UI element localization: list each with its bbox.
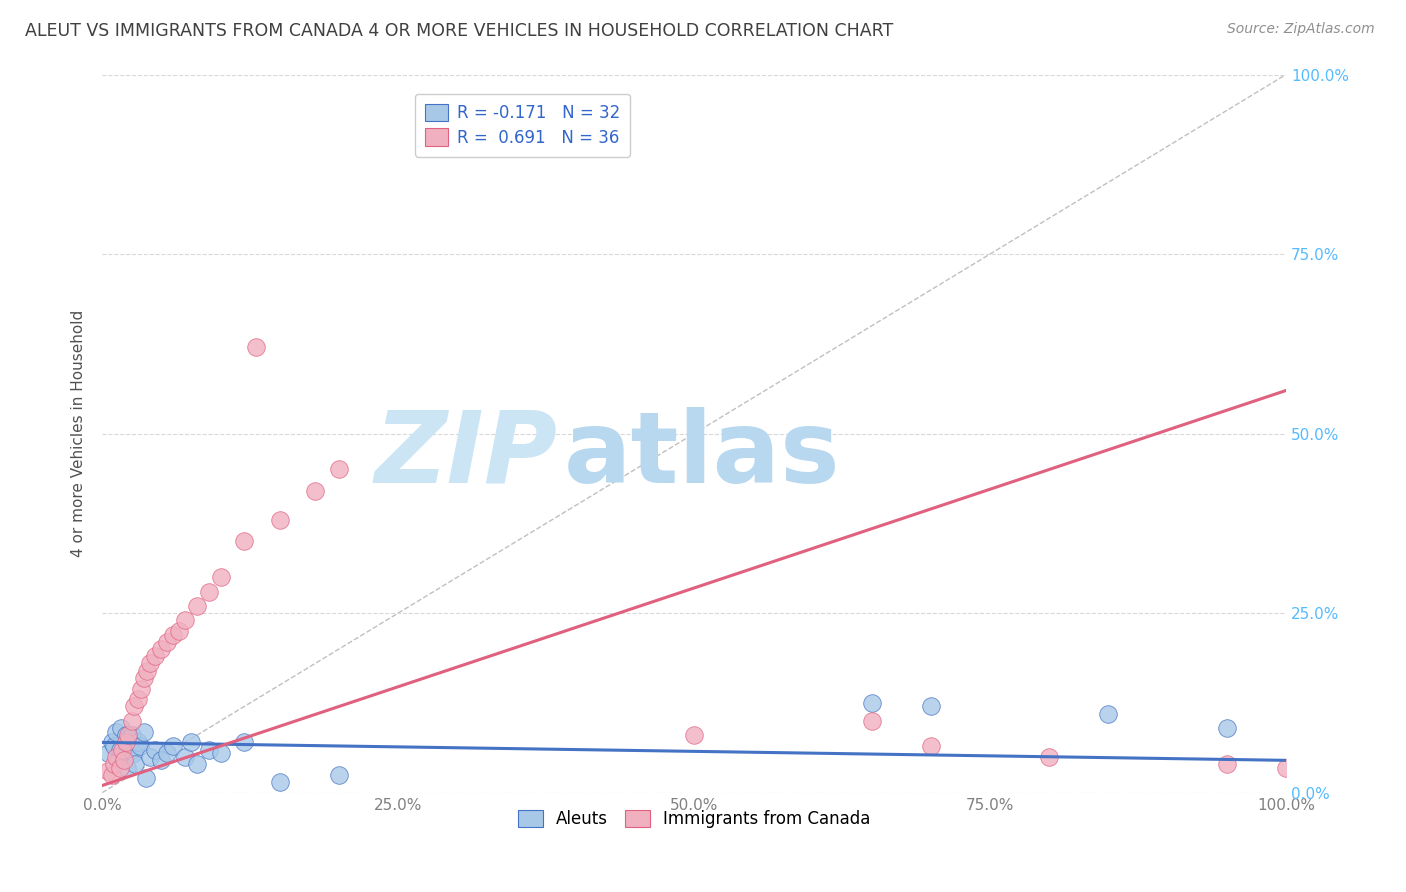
Point <box>111 742 134 756</box>
Point <box>209 746 232 760</box>
Point <box>127 692 149 706</box>
Point <box>132 671 155 685</box>
Point <box>121 728 143 742</box>
Point <box>860 714 883 728</box>
Point <box>209 570 232 584</box>
Point <box>108 742 131 756</box>
Point <box>127 735 149 749</box>
Point <box>186 599 208 613</box>
Point <box>124 756 146 771</box>
Point <box>138 749 160 764</box>
Point <box>145 649 167 664</box>
Point <box>150 753 173 767</box>
Text: atlas: atlas <box>564 407 841 504</box>
Point <box>136 664 159 678</box>
Point <box>920 739 942 753</box>
Point <box>328 462 350 476</box>
Point <box>162 739 184 753</box>
Point <box>132 724 155 739</box>
Point <box>1275 760 1298 774</box>
Point <box>304 483 326 498</box>
Point <box>129 681 152 696</box>
Legend: Aleuts, Immigrants from Canada: Aleuts, Immigrants from Canada <box>510 803 877 835</box>
Point <box>97 746 120 760</box>
Point <box>1216 756 1239 771</box>
Point <box>112 749 135 764</box>
Point <box>110 721 132 735</box>
Point <box>129 739 152 753</box>
Point <box>122 746 145 760</box>
Point <box>120 742 142 756</box>
Point <box>162 628 184 642</box>
Text: ALEUT VS IMMIGRANTS FROM CANADA 4 OR MORE VEHICLES IN HOUSEHOLD CORRELATION CHAR: ALEUT VS IMMIGRANTS FROM CANADA 4 OR MOR… <box>25 22 894 40</box>
Y-axis label: 4 or more Vehicles in Household: 4 or more Vehicles in Household <box>72 310 86 558</box>
Point <box>107 753 129 767</box>
Point <box>167 624 190 638</box>
Point <box>197 584 219 599</box>
Point <box>1216 721 1239 735</box>
Point <box>156 746 179 760</box>
Point <box>103 739 125 753</box>
Point <box>115 728 138 742</box>
Point <box>1097 706 1119 721</box>
Point <box>860 696 883 710</box>
Point <box>105 724 128 739</box>
Point <box>121 714 143 728</box>
Point <box>145 742 167 756</box>
Point <box>174 613 197 627</box>
Point <box>150 642 173 657</box>
Point <box>233 735 256 749</box>
Point <box>100 767 122 781</box>
Point <box>138 657 160 671</box>
Point <box>97 764 120 778</box>
Point <box>115 735 138 749</box>
Point <box>103 756 125 771</box>
Point <box>233 534 256 549</box>
Point <box>135 772 157 786</box>
Point <box>105 749 128 764</box>
Point <box>186 756 208 771</box>
Point <box>117 731 139 746</box>
Text: ZIP: ZIP <box>375 407 558 504</box>
Point <box>683 728 706 742</box>
Point <box>115 760 138 774</box>
Point <box>197 742 219 756</box>
Point <box>920 699 942 714</box>
Point <box>100 735 122 749</box>
Point <box>174 749 197 764</box>
Text: Source: ZipAtlas.com: Source: ZipAtlas.com <box>1227 22 1375 37</box>
Point <box>269 775 291 789</box>
Point <box>1038 749 1060 764</box>
Point <box>328 767 350 781</box>
Point <box>269 513 291 527</box>
Point <box>112 753 135 767</box>
Point <box>180 735 202 749</box>
Point <box>108 760 131 774</box>
Point <box>122 699 145 714</box>
Point <box>156 635 179 649</box>
Point <box>117 728 139 742</box>
Point <box>245 340 267 354</box>
